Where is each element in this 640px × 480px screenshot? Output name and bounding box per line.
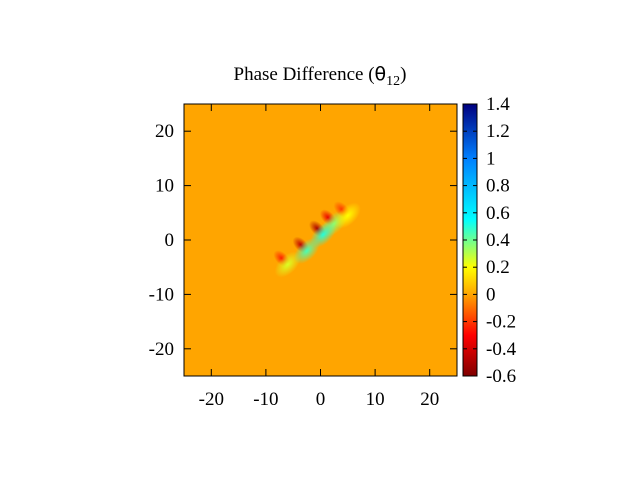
colorbar-tick-label: 0.6 bbox=[486, 203, 510, 224]
colorbar-tick-label: -0.4 bbox=[486, 339, 517, 360]
axes: -20 -10 0 10 20 -20 -10 0 10 20 bbox=[149, 103, 458, 410]
y-tick-label: -10 bbox=[149, 284, 174, 305]
x-tick-label: -10 bbox=[253, 389, 278, 410]
colorbar-tick-label: 0.4 bbox=[486, 230, 510, 251]
y-tick-label: 10 bbox=[155, 176, 174, 197]
x-tick-label: 20 bbox=[420, 389, 439, 410]
colorbar-tick-label: -0.6 bbox=[486, 366, 516, 387]
heatmap-feature-high bbox=[334, 202, 361, 229]
x-tick-label: 0 bbox=[316, 389, 326, 410]
heatmap-feature-high bbox=[310, 221, 337, 248]
y-tick-label: 20 bbox=[155, 121, 174, 142]
chart-title-suffix: ) bbox=[400, 64, 406, 85]
y-tick-label: -20 bbox=[149, 339, 174, 360]
colorbar-tick-label: 1 bbox=[486, 148, 496, 169]
heatmap-features bbox=[273, 201, 361, 278]
y-tick-label: 0 bbox=[165, 230, 175, 251]
colorbar-tick-label: 0.8 bbox=[486, 176, 510, 197]
chart-title-symbol: θ bbox=[375, 63, 387, 85]
x-tick-label: -20 bbox=[199, 389, 224, 410]
heatmap-plot-area bbox=[184, 104, 457, 376]
colorbar-tick-label: 1.2 bbox=[486, 121, 510, 142]
colorbar-tick-label: 0 bbox=[486, 284, 496, 305]
x-tick-label: 10 bbox=[366, 389, 385, 410]
chart-title-subscript: 12 bbox=[386, 74, 400, 89]
colorbar: 1.4 1.2 1 0.8 0.6 0.4 0.2 0 -0.2 -0.4 -0.6 bbox=[462, 94, 517, 387]
colorbar-tick-label: 0.2 bbox=[486, 257, 510, 278]
chart-title: Phase Difference (θ12) bbox=[234, 63, 407, 89]
colorbar-tick-label: 1.4 bbox=[486, 94, 510, 115]
colorbar-tick-label: -0.2 bbox=[486, 312, 516, 333]
chart-title-prefix: Phase Difference ( bbox=[234, 64, 375, 85]
